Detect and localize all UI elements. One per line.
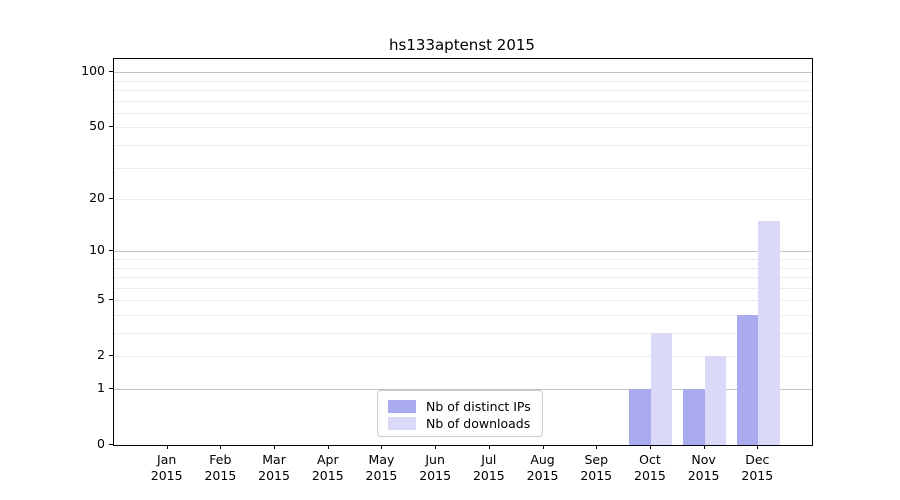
gridline-major xyxy=(114,389,812,390)
y-axis-tick-label: 0 xyxy=(97,436,105,451)
bar-downloads-nov xyxy=(704,356,727,445)
x-axis-tick xyxy=(166,445,168,449)
x-axis-tick-label-aug: Aug 2015 xyxy=(526,452,559,483)
gridline-minor xyxy=(114,90,812,92)
x-axis-tick xyxy=(381,445,383,449)
y-axis-tick-label: 2 xyxy=(97,347,105,363)
bar-distinct-ips-dec xyxy=(736,314,759,445)
x-axis-tick xyxy=(757,445,759,449)
bar-downloads-oct xyxy=(650,333,673,445)
x-axis-tick xyxy=(649,445,651,449)
x-axis-tick-label-feb: Feb 2015 xyxy=(204,452,237,483)
bar-distinct-ips-oct xyxy=(629,389,651,445)
y-axis-tick-label: 20 xyxy=(89,190,105,206)
x-axis-tick xyxy=(220,445,222,449)
x-axis-tick xyxy=(596,445,598,449)
legend-label-distinct-ips: Nb of distinct IPs xyxy=(426,398,531,414)
gridline-minor xyxy=(114,167,812,169)
x-axis-tick-label-sep: Sep 2015 xyxy=(580,452,613,483)
x-axis-tick-label-oct: Oct 2015 xyxy=(634,452,666,483)
x-axis-tick xyxy=(488,445,490,449)
gridline-minor xyxy=(114,127,812,129)
gridline-minor xyxy=(114,333,812,335)
gridline-minor xyxy=(114,277,812,279)
gridline-minor xyxy=(114,100,812,102)
gridline-minor xyxy=(114,259,812,260)
x-axis-tick-label-jun: Jun 2015 xyxy=(419,452,452,483)
gridline-minor xyxy=(114,112,812,114)
chart-title: hs133aptenst 2015 xyxy=(389,36,535,54)
x-axis-tick-label-apr: Apr 2015 xyxy=(311,452,344,483)
y-axis-tick xyxy=(109,355,113,357)
gridline-minor xyxy=(114,80,812,82)
x-axis-tick-label-mar: Mar 2015 xyxy=(258,452,290,483)
y-axis-tick-label: 50 xyxy=(89,118,105,134)
y-axis-tick-label: 1 xyxy=(97,380,105,395)
bar-distinct-ips-nov xyxy=(683,389,705,445)
y-axis-tick xyxy=(109,250,113,252)
legend-swatch-distinct-ips xyxy=(388,399,416,413)
x-axis-tick-label-may: May 2015 xyxy=(365,452,398,483)
y-axis-tick xyxy=(109,198,113,200)
y-axis-tick xyxy=(109,444,113,445)
gridline-major xyxy=(114,72,812,74)
gridline-minor xyxy=(114,267,812,269)
gridline-minor xyxy=(114,145,812,147)
y-axis-tick xyxy=(109,126,113,128)
gridline-minor xyxy=(114,199,812,201)
x-axis-tick xyxy=(327,445,329,449)
plot-area xyxy=(113,58,813,446)
gridline-minor xyxy=(114,300,812,302)
gridline-minor xyxy=(114,287,812,289)
x-axis-tick xyxy=(703,445,705,449)
x-axis-tick-label-dec: Dec 2015 xyxy=(741,452,774,483)
legend: Nb of distinct IPs Nb of downloads xyxy=(377,390,543,437)
x-axis-tick xyxy=(435,445,437,449)
gridline-minor xyxy=(114,356,812,358)
y-axis-tick xyxy=(109,299,113,301)
x-axis-tick-label-nov: Nov 2015 xyxy=(687,452,720,483)
legend-entry-downloads: Nb of downloads xyxy=(388,415,542,431)
y-axis-tick-label: 10 xyxy=(89,242,105,258)
x-axis-tick-label-jul: Jul 2015 xyxy=(472,452,505,483)
legend-swatch-downloads xyxy=(388,416,416,430)
legend-label-downloads: Nb of downloads xyxy=(426,415,531,431)
gridline-minor xyxy=(114,314,812,316)
bar-downloads-dec xyxy=(758,221,780,445)
y-axis-tick-label: 100 xyxy=(81,63,105,79)
x-axis-tick xyxy=(274,445,276,449)
y-axis-tick-label: 5 xyxy=(97,291,105,307)
x-axis-tick xyxy=(542,445,544,449)
x-axis-tick-label-jan: Jan 2015 xyxy=(150,452,183,483)
legend-entry-distinct-ips: Nb of distinct IPs xyxy=(388,398,542,414)
y-axis-tick xyxy=(109,388,113,389)
y-axis-tick xyxy=(109,71,113,73)
gridline-major xyxy=(114,251,812,253)
